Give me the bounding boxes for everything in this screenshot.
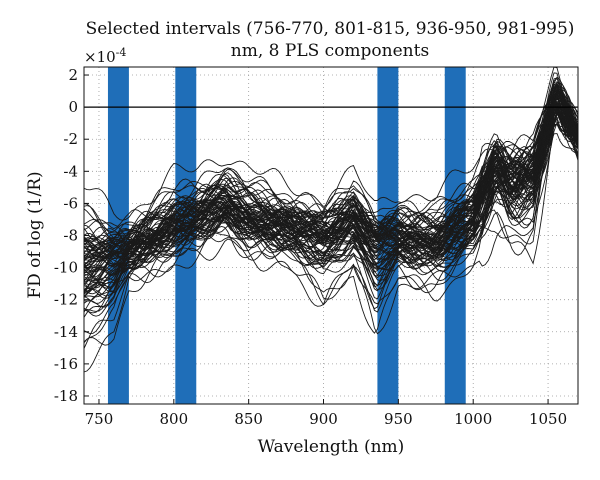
spectrum-line-80 xyxy=(83,97,579,245)
y-tick-label-2: -2 xyxy=(63,130,78,148)
spectrum-line-61 xyxy=(83,133,579,346)
y-tick-label-3: -4 xyxy=(63,162,78,180)
spectrum-line-85 xyxy=(83,95,579,286)
spectrum-line-22 xyxy=(83,101,579,272)
chart-title-line2: nm, 8 PLS components xyxy=(231,41,429,61)
spectrum-line-59 xyxy=(83,102,579,252)
spectrum-line-68 xyxy=(83,111,579,334)
x-tick-label-5: 1000 xyxy=(454,410,492,428)
x-axis-ticks: 750 800 850 900 950 1000 1050 xyxy=(85,399,567,428)
spectrum-line-88 xyxy=(83,112,579,297)
spectrum-line-89 xyxy=(83,86,579,270)
spectrum-line-78 xyxy=(83,102,579,239)
spectrum-line-79 xyxy=(83,83,579,282)
y-tick-label-6: -10 xyxy=(54,259,78,277)
y-tick-label-9: -16 xyxy=(54,355,78,373)
x-axis-label: Wavelength (nm) xyxy=(258,437,405,457)
spectrum-line-48 xyxy=(83,84,579,294)
y-tick-label-10: -18 xyxy=(54,387,78,405)
y-tick-label-5: -8 xyxy=(63,227,78,245)
spectrum-line-73 xyxy=(83,66,579,221)
x-tick-label-3: 900 xyxy=(309,410,338,428)
y-exponent-label: ×10-4 xyxy=(84,46,126,66)
spectrum-line-83 xyxy=(83,96,579,269)
x-tick-label-2: 850 xyxy=(234,410,263,428)
spectrum-line-84 xyxy=(83,101,579,349)
spectrum-line-74 xyxy=(83,111,579,318)
spectrum-line-76 xyxy=(83,98,579,245)
spectrum-line-71 xyxy=(83,104,579,268)
y-tick-label-4: -6 xyxy=(63,194,78,212)
x-tick-label-1: 800 xyxy=(159,410,188,428)
y-tick-label-8: -14 xyxy=(54,323,78,341)
chart-title-line1: Selected intervals (756-770, 801-815, 93… xyxy=(86,19,575,39)
spectrum-line-44 xyxy=(83,117,579,304)
y-tick-label-1: 0 xyxy=(68,98,78,116)
spectrum-line-67 xyxy=(83,104,579,298)
y-axis-label: FD of log (1/R) xyxy=(25,171,45,298)
spectra-lines xyxy=(83,66,579,373)
x-tick-label-6: 1050 xyxy=(529,410,567,428)
spectrum-line-82 xyxy=(83,101,579,282)
spectrum-line-49 xyxy=(83,93,579,302)
y-tick-label-7: -12 xyxy=(54,291,78,309)
spectrum-line-87 xyxy=(83,95,579,257)
spectrum-line-75 xyxy=(83,98,579,291)
spectrum-line-81 xyxy=(83,123,579,299)
spectrum-line-63 xyxy=(83,109,579,373)
y-axis-ticks: 2 0 -2 -4 -6 -8 -10 -12 -14 -16 -18 xyxy=(54,66,89,405)
x-tick-label-0: 750 xyxy=(85,410,114,428)
y-tick-label-0: 2 xyxy=(68,66,78,84)
x-tick-label-4: 950 xyxy=(384,410,413,428)
